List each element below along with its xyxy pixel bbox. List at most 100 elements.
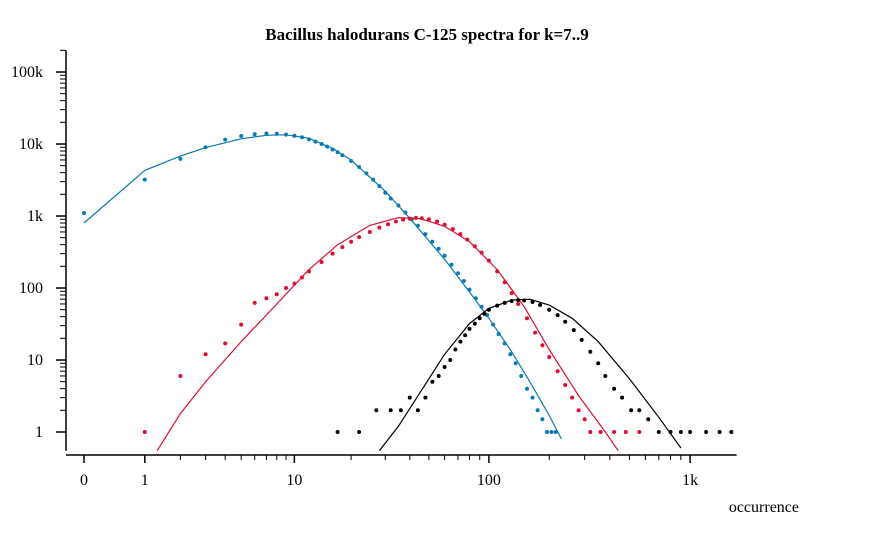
data-point: [513, 361, 518, 366]
data-point: [538, 303, 543, 307]
data-point: [603, 374, 608, 378]
data-point: [450, 227, 455, 231]
series-3: [335, 298, 734, 452]
data-point: [463, 333, 468, 338]
data-point: [377, 184, 382, 189]
data-point: [588, 349, 593, 354]
data-point: [319, 142, 324, 146]
data-point: [357, 430, 362, 434]
data-point: [502, 300, 507, 305]
data-point: [430, 379, 435, 384]
y-tick-label: 10k: [19, 136, 43, 153]
data-point: [508, 352, 513, 357]
data-point: [319, 260, 324, 264]
data-point: [637, 408, 642, 413]
data-point: [704, 430, 709, 434]
data-point: [509, 299, 514, 303]
data-point: [388, 408, 393, 413]
data-point: [467, 287, 472, 292]
data-point: [588, 430, 593, 434]
data-point: [274, 131, 279, 136]
plot-area: [82, 131, 734, 452]
data-point: [453, 347, 458, 352]
x-tick-label: 1k: [682, 472, 698, 489]
data-point: [623, 430, 628, 434]
data-point: [612, 386, 617, 391]
data-point: [307, 137, 311, 142]
x-axis-label: occurrence: [729, 499, 799, 516]
data-point: [325, 144, 330, 149]
data-point: [502, 280, 507, 285]
data-point: [383, 190, 388, 195]
data-point: [516, 302, 521, 306]
data-point: [555, 369, 560, 374]
data-point: [458, 339, 463, 344]
data-point: [688, 430, 693, 434]
data-point: [415, 408, 420, 413]
data-point: [436, 246, 441, 251]
data-point: [300, 135, 304, 140]
data-point: [423, 232, 428, 237]
data-point: [340, 153, 345, 158]
data-point: [335, 430, 340, 434]
data-point: [374, 408, 379, 413]
data-point: [516, 298, 521, 303]
data-point: [502, 341, 507, 346]
data-point: [496, 332, 501, 336]
data-point: [553, 430, 558, 434]
fit-curve: [83, 134, 562, 440]
data-point: [223, 137, 228, 142]
data-point: [495, 303, 500, 308]
data-point: [357, 165, 362, 169]
data-point: [668, 430, 673, 434]
data-point: [530, 395, 535, 400]
data-point: [530, 300, 535, 304]
data-point: [401, 217, 406, 222]
data-point: [646, 417, 651, 422]
data-point: [393, 219, 398, 224]
data-point: [461, 279, 466, 283]
y-tick-label: 1k: [27, 208, 43, 225]
data-point: [364, 171, 369, 176]
data-point: [430, 239, 435, 244]
data-point: [472, 321, 477, 326]
data-point: [495, 269, 500, 274]
fit-curve: [378, 298, 682, 452]
data-point: [547, 307, 552, 312]
x-tick-label: 0: [80, 472, 88, 489]
data-point: [82, 211, 86, 215]
y-axis: 1 10 100 1k 10k 100k: [11, 49, 67, 451]
data-point: [637, 430, 642, 434]
data-point: [482, 311, 487, 316]
data-point: [407, 216, 412, 221]
data-point: [656, 430, 661, 434]
data-point: [284, 132, 288, 137]
data-point: [509, 291, 514, 296]
data-point: [479, 304, 484, 309]
data-point: [335, 150, 340, 155]
data-point: [519, 374, 524, 378]
data-point: [549, 430, 554, 434]
data-point: [522, 298, 527, 303]
data-point: [596, 361, 601, 366]
data-point: [300, 275, 304, 280]
data-point: [407, 395, 412, 400]
data-point: [571, 328, 576, 333]
data-point: [563, 319, 568, 324]
y-tick-label: 10: [27, 352, 43, 369]
data-point: [486, 307, 491, 312]
data-point: [435, 219, 440, 224]
data-point: [203, 145, 208, 150]
data-point: [239, 134, 244, 138]
data-point: [426, 217, 431, 222]
x-tick-label: 10: [286, 472, 302, 489]
data-point: [678, 430, 683, 434]
data-point: [178, 156, 183, 161]
data-point: [486, 258, 491, 263]
data-point: [729, 430, 734, 434]
data-point: [313, 139, 318, 144]
data-point: [717, 430, 722, 434]
data-point: [540, 417, 545, 422]
data-point: [448, 358, 453, 362]
data-point: [525, 316, 529, 321]
